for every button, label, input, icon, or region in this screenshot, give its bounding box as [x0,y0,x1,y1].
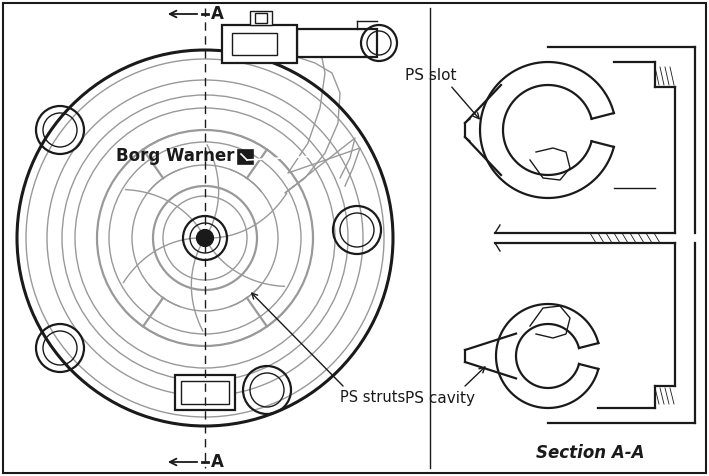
Bar [255,13,267,23]
Text: PS slot: PS slot [405,68,457,82]
Text: A: A [211,453,224,471]
Bar [232,33,277,55]
Bar [297,29,377,57]
Text: A: A [211,5,224,23]
Circle shape [201,234,209,242]
Bar [250,11,272,25]
Circle shape [197,230,213,246]
Text: PS cavity: PS cavity [405,390,475,406]
Bar [238,150,253,164]
Text: Borg Warner: Borg Warner [116,147,234,165]
Text: Section A-A: Section A-A [536,444,644,462]
Bar [175,375,235,410]
Text: PS struts: PS struts [340,390,406,406]
Bar [181,381,229,404]
Bar [222,25,297,63]
